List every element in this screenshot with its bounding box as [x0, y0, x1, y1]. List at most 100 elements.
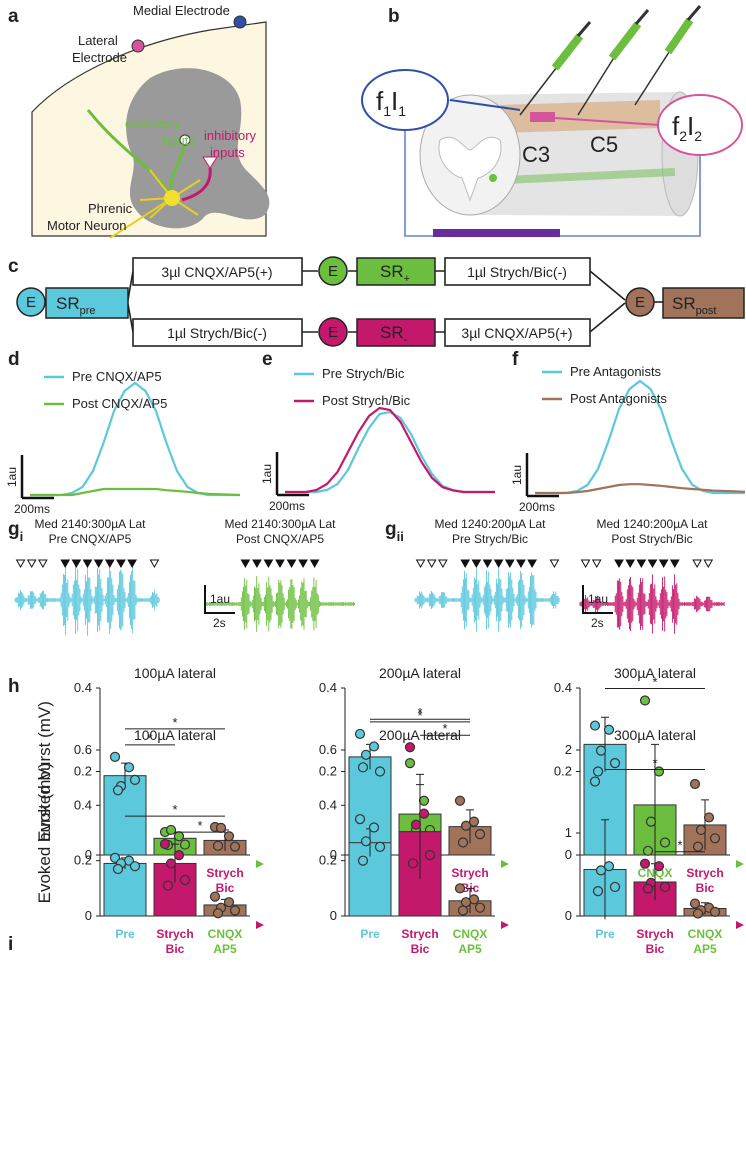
y-tick-label: 0.6: [74, 742, 92, 757]
burst-marker: [692, 559, 702, 569]
neuron-label: Motor Neuron: [47, 218, 126, 233]
error-bar: [651, 743, 659, 866]
scale-label: 1au: [210, 592, 230, 606]
chart-title: 300µA lateral: [614, 665, 696, 681]
data-point: [474, 829, 486, 840]
burst-marker: [60, 559, 71, 569]
category-label: Bic: [166, 942, 185, 956]
data-point: [454, 883, 466, 894]
legend-label: Pre Strych/Bic: [322, 366, 405, 381]
data-point: [454, 795, 466, 806]
left-oval-label: f1I1: [376, 86, 406, 119]
sr-sub: -: [404, 334, 408, 346]
significance-label: *: [147, 731, 152, 746]
burst-marker: [625, 559, 636, 569]
data-point: [457, 905, 469, 916]
injection-site: [489, 174, 497, 182]
data-point: [603, 724, 615, 735]
data-point: [709, 833, 721, 844]
data-point: [589, 776, 601, 787]
significance-label: *: [417, 708, 422, 723]
stimulator: [433, 229, 560, 237]
arrow-head: [736, 921, 744, 929]
category-label: Strych: [636, 927, 673, 941]
trace-label: Med 1240:200µA Lat: [597, 517, 709, 531]
category-label: Pre: [115, 927, 135, 941]
step-box: [444, 318, 591, 347]
neuron-soma: [164, 190, 180, 206]
burst-marker: [93, 559, 104, 569]
chart-title: 200µA lateral: [379, 665, 461, 681]
category-label: Strych: [686, 866, 723, 880]
scale-label: 200ms: [519, 500, 555, 514]
burst-marker: [298, 559, 308, 569]
category-label: CNQX: [688, 927, 723, 941]
category-label: Bic: [646, 942, 665, 956]
panel-label: e: [262, 349, 273, 370]
error-bar: [416, 784, 424, 879]
burst-trace: [579, 574, 725, 634]
category-label: Pre: [360, 927, 380, 941]
axes: [579, 750, 730, 917]
data-point: [659, 881, 671, 893]
sr-box: [356, 257, 436, 286]
data-point: [173, 850, 185, 861]
data-point: [374, 841, 386, 852]
burst-marker: [149, 559, 160, 569]
category-label: Bic: [216, 881, 235, 895]
data-point: [692, 908, 704, 919]
diagram-b: f1I1 f2I2 C3 C5: [361, 5, 743, 237]
chart-title: 100µA lateral: [134, 727, 216, 743]
panel-label: a: [8, 6, 19, 27]
panel-sub: ii: [397, 529, 404, 544]
category-label: Strych: [401, 927, 438, 941]
trace-label: Pre CNQX/AP5: [49, 532, 132, 546]
data-point: [603, 861, 615, 872]
category-label: CNQX: [453, 927, 488, 941]
excitatory-label: excitatory: [125, 116, 181, 131]
bar: [103, 862, 147, 917]
burst-marker: [275, 559, 285, 569]
data-point: [592, 885, 604, 897]
trace-line: [285, 410, 495, 494]
burst-marker: [15, 559, 26, 569]
data-point: [642, 883, 654, 894]
trace-line: [30, 487, 241, 497]
sr: SR: [672, 294, 696, 313]
category-label: Strych: [156, 927, 193, 941]
scale-label: 2s: [213, 616, 226, 630]
data-point: [357, 762, 369, 773]
significance-label: *: [417, 705, 422, 720]
data-point: [123, 762, 135, 773]
category-label: CNQX: [208, 927, 243, 941]
data-point: [404, 758, 416, 769]
panel-letter: g: [385, 519, 397, 540]
data-point: [223, 897, 235, 908]
panel-label: gi: [8, 519, 23, 544]
y-tick-label: 0.2: [74, 853, 92, 868]
panel-label: d: [8, 349, 20, 370]
sr-sub: pre: [80, 305, 96, 317]
panel-label: b: [388, 6, 400, 27]
chart-title: 100µA lateral: [134, 665, 216, 681]
scale-bar: [20, 455, 54, 500]
arrow-head: [501, 860, 509, 868]
trace-line: [535, 483, 746, 495]
data-point: [468, 816, 480, 827]
significance-label: *: [677, 838, 682, 853]
green-stripe: [504, 168, 676, 184]
i: I: [687, 111, 694, 141]
panel-label: f: [512, 349, 519, 370]
data-point: [460, 897, 472, 908]
scale-label: 1au: [5, 467, 19, 487]
data-point: [212, 908, 224, 919]
data-point: [595, 745, 607, 756]
data-point: [659, 837, 671, 848]
data-point: [709, 906, 721, 917]
data-point: [609, 881, 621, 893]
data-point: [374, 766, 386, 777]
scale-label: 1au: [260, 464, 274, 484]
panel-label: i: [8, 934, 13, 955]
excitatory-axon: [86, 109, 174, 197]
category-label: Bic: [411, 942, 430, 956]
